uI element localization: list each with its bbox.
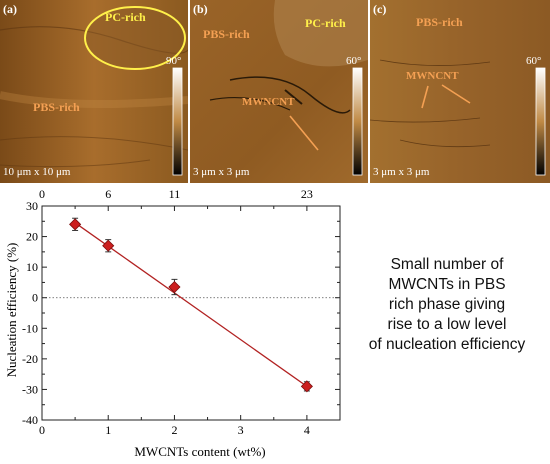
scale-label-b: 3 μm x 3 μm bbox=[193, 166, 250, 178]
top-axis-tick-label: 23 bbox=[301, 187, 313, 201]
y-tick-label: -20 bbox=[22, 352, 38, 366]
data-point-diamond bbox=[69, 218, 82, 231]
afm-image-b bbox=[190, 0, 368, 183]
linear-fit-line bbox=[74, 222, 308, 387]
plot-border bbox=[41, 205, 341, 421]
colorbar-c bbox=[535, 67, 546, 176]
afm-image-a bbox=[0, 0, 188, 183]
scale-label-c: 3 μm x 3 μm bbox=[373, 166, 430, 178]
caption-line: Small number of bbox=[390, 256, 504, 273]
mwncnt-label-b: MWNCNT bbox=[242, 96, 295, 108]
caption-line: rise to a low level bbox=[387, 316, 507, 333]
data-point-diamond bbox=[102, 239, 115, 252]
colorbar-a bbox=[172, 67, 183, 176]
x-tick-label: 2 bbox=[171, 423, 177, 437]
afm-image-c bbox=[370, 0, 550, 183]
y-tick-label: 30 bbox=[26, 199, 38, 213]
x-tick-label: 3 bbox=[238, 423, 244, 437]
caption-line: rich phase giving bbox=[388, 296, 506, 313]
x-tick-label: 1 bbox=[105, 423, 111, 437]
x-tick-label: 0 bbox=[39, 423, 45, 437]
region-label-pbs-rich-b: PBS-rich bbox=[203, 27, 250, 41]
y-tick-label: -10 bbox=[22, 321, 38, 335]
mwncnt-label-c: MWNCNT bbox=[406, 70, 459, 82]
top-axis-tick-label: 0 bbox=[39, 187, 45, 201]
region-label-pbs-rich: PBS-rich bbox=[33, 100, 80, 114]
panel-label-b: (b) bbox=[193, 2, 208, 16]
x-tick-label: 4 bbox=[304, 423, 310, 437]
pc-rich-outline bbox=[84, 6, 186, 70]
region-label-pc-rich-b: PC-rich bbox=[305, 16, 346, 30]
caption: Small number of MWCNTs in PBS rich phase… bbox=[352, 255, 542, 355]
panel-label-c: (c) bbox=[373, 2, 387, 16]
y-tick-label: 10 bbox=[26, 260, 38, 274]
data-point-diamond bbox=[300, 380, 313, 393]
x-axis-label: MWCNTs content (wt%) bbox=[134, 444, 265, 459]
colorbar-max-a: 90° bbox=[166, 55, 182, 67]
fit-line bbox=[74, 222, 308, 387]
y-tick-label: -40 bbox=[22, 413, 38, 427]
caption-line: MWCNTs in PBS bbox=[388, 276, 506, 293]
colorbar-max-b: 60° bbox=[346, 55, 362, 67]
scale-label-a: 10 μm x 10 μm bbox=[3, 166, 71, 178]
y-tick-label: 20 bbox=[26, 230, 38, 244]
region-label-pc-rich: PC-rich bbox=[105, 10, 146, 24]
data-points bbox=[69, 217, 313, 393]
afm-panel-b: (b) PBS-rich PC-rich MWNCNT 3 μm x 3 μm … bbox=[190, 0, 368, 183]
caption-line: of nucleation efficiency bbox=[368, 336, 526, 353]
y-axis-label: Nucleation efficiency (%) bbox=[4, 243, 19, 378]
afm-panel-a: (a) PC-rich PBS-rich 10 μm x 10 μm 90° bbox=[0, 0, 188, 183]
top-axis-tick-label: 6 bbox=[105, 187, 111, 201]
mwncnt-arrow-c bbox=[441, 84, 471, 104]
plot-frame bbox=[41, 205, 341, 421]
afm-panel-c: (c) PBS-rich MWNCNT 3 μm x 3 μm 60° bbox=[370, 0, 550, 183]
panel-label-a: (a) bbox=[3, 2, 17, 16]
y-tick-label: -30 bbox=[22, 382, 38, 396]
y-tick-label: 0 bbox=[32, 291, 38, 305]
data-point-diamond bbox=[168, 280, 181, 294]
mwncnt-arrow-c2 bbox=[421, 85, 429, 109]
top-axis-tick-label: 11 bbox=[169, 187, 181, 201]
colorbar-max-c: 60° bbox=[526, 55, 542, 67]
mwncnt-arrow-b bbox=[289, 115, 319, 151]
region-label-pbs-rich-c: PBS-rich bbox=[416, 15, 463, 29]
colorbar-b bbox=[352, 67, 363, 176]
